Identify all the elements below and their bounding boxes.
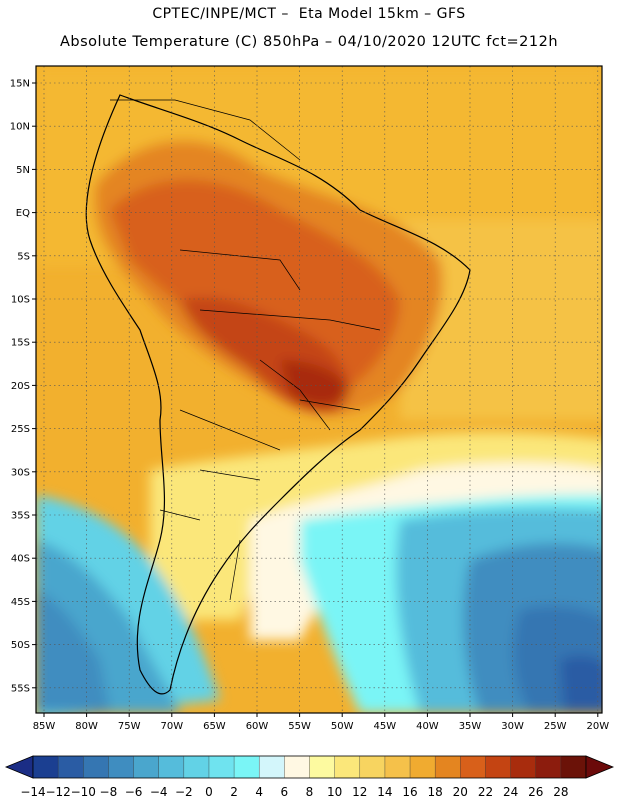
colorbar-swatch [460, 756, 486, 778]
lon-label: 80W [75, 721, 98, 732]
colorbar-swatch [83, 756, 109, 778]
title-line-2: Absolute Temperature (C) 850hPa – 04/10/… [59, 34, 559, 50]
colorbar-label: 0 [205, 785, 213, 799]
colorbar-label: 26 [528, 785, 543, 799]
title-line-1: CPTEC/INPE/MCT – Eta Model 15km – GFS [152, 6, 466, 22]
colorbar-label: −6 [125, 785, 143, 799]
lon-label: 30W [501, 721, 524, 732]
lat-label: 5S [17, 251, 30, 262]
colorbar-label: 20 [453, 785, 468, 799]
lon-label: 55W [288, 721, 311, 732]
colorbar-swatch [309, 756, 335, 778]
lat-label: EQ [16, 208, 30, 219]
lat-label: 10S [11, 295, 30, 306]
colorbar-swatch [33, 756, 59, 778]
colorbar-label: 6 [281, 785, 289, 799]
colorbar-swatch [108, 756, 134, 778]
lon-label: 50W [331, 721, 354, 732]
colorbar-label: 2 [230, 785, 238, 799]
lon-label: 35W [459, 721, 482, 732]
colorbar-swatch [485, 756, 511, 778]
lat-label: 5N [16, 165, 30, 176]
lon-label: 40W [416, 721, 439, 732]
lon-label: 45W [373, 721, 396, 732]
lon-label: 75W [118, 721, 141, 732]
colorbar-label: 14 [377, 785, 392, 799]
lat-label: 45S [11, 597, 30, 608]
colorbar-label: 4 [255, 785, 263, 799]
lon-label: 20W [586, 721, 609, 732]
colorbar-swatch [435, 756, 461, 778]
colorbar-swatch [284, 756, 310, 778]
longitude-labels: 85W 80W 75W 70W 65W 60W 55W 50W 45W 40W 35W 30W 25W 2… [33, 713, 609, 732]
colorbar-swatch [384, 756, 411, 778]
colorbar-high-arrow [585, 755, 615, 779]
lat-label: 35S [11, 511, 30, 522]
colorbar-swatch [334, 756, 361, 778]
colorbar-swatch [133, 756, 159, 778]
colorbar-label: 10 [327, 785, 342, 799]
lat-label: 40S [11, 554, 30, 565]
temperature-field [36, 66, 602, 713]
lon-label: 65W [203, 721, 226, 732]
continent-outline [85, 94, 471, 695]
map-frame [35, 65, 603, 714]
colorbar-label: −2 [175, 785, 193, 799]
colorbar-swatch [410, 756, 436, 778]
colorbar-label: 12 [352, 785, 367, 799]
colorbar-swatch [234, 756, 260, 778]
colorbar-swatch [510, 756, 537, 778]
lat-label: 50S [11, 640, 30, 651]
colorbar-swatch [183, 756, 210, 778]
colorbar-label: −8 [100, 785, 118, 799]
colorbar-label: −4 [150, 785, 168, 799]
colorbar-label: −10 [71, 785, 96, 799]
colorbar-label: −14 [20, 785, 45, 799]
colorbar-swatch [359, 756, 386, 778]
colorbar-swatch [259, 756, 285, 778]
colorbar-swatch [535, 756, 562, 778]
colorbar-swatch [208, 756, 235, 778]
lat-label: 30S [11, 467, 30, 478]
colorbar-label: 22 [478, 785, 493, 799]
latitude-labels: 15N 10N 5N EQ 5S 10S 15S 20S 25S 30S 35S 40S 45S 50S 5… [10, 79, 36, 694]
lat-label: 20S [11, 381, 30, 392]
colorbar-label: 24 [503, 785, 518, 799]
colorbar-swatch [58, 756, 84, 778]
lat-label: 55S [11, 683, 30, 694]
colorbar-label: 8 [306, 785, 314, 799]
lat-label: 15S [11, 338, 30, 349]
lon-label: 70W [160, 721, 183, 732]
colorbar-label: −12 [45, 785, 70, 799]
colorbar-swatch [158, 756, 185, 778]
colorbar: −14 −12 −10 −8 −6 −4 −2 0 2 4 6 8 10 12 14 16 18 20 22 24 26… [4, 755, 615, 799]
lat-label: 15N [10, 79, 30, 90]
colorbar-label: 18 [428, 785, 443, 799]
colorbar-label: 28 [553, 785, 568, 799]
colorbar-swatch [560, 756, 587, 778]
colorbar-low-arrow [4, 755, 34, 779]
lon-label: 60W [246, 721, 269, 732]
colorbar-label: 16 [402, 785, 417, 799]
lon-label: 85W [33, 721, 56, 732]
lat-label: 25S [11, 424, 30, 435]
lat-label: 10N [10, 122, 30, 133]
lon-label: 25W [544, 721, 567, 732]
